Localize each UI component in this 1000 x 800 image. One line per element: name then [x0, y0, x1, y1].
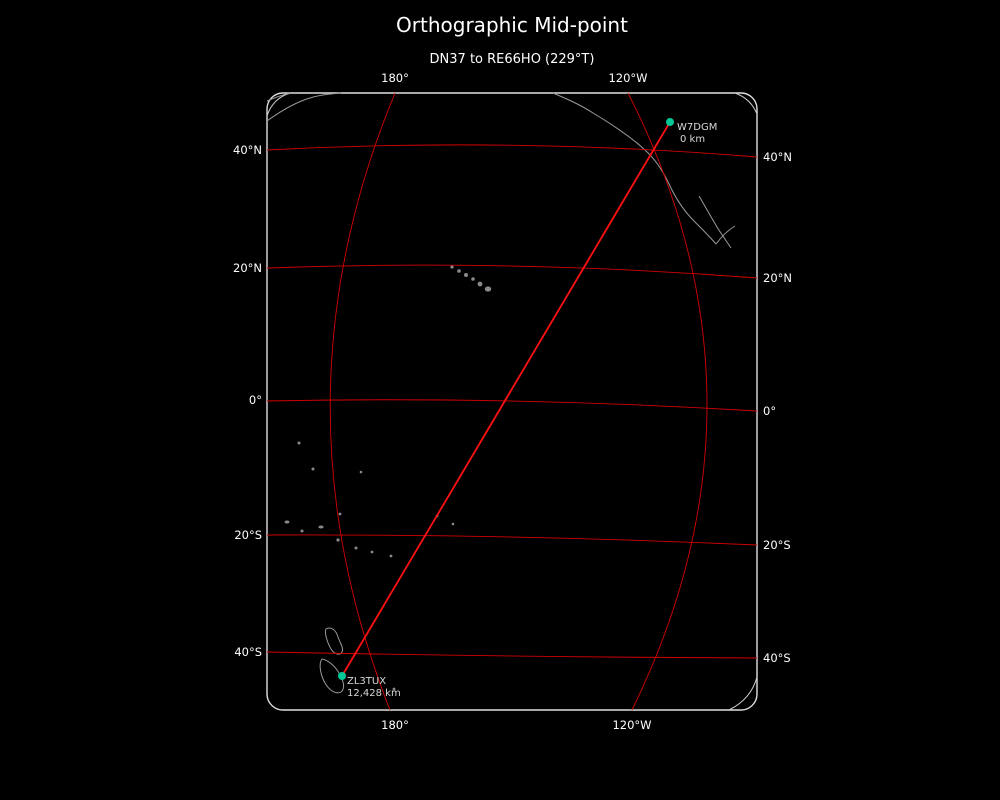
station-zl3tux: ZL3TUX 12,428 km: [338, 672, 401, 699]
meridian-120w: [627, 92, 708, 711]
tick-right-20n: 20°N: [763, 271, 792, 285]
coast-asia-2: [266, 92, 291, 102]
coast-nz-north-island: [325, 627, 343, 655]
page-subtitle: DN37 to RE66HO (229°T): [429, 52, 595, 67]
tick-right-0: 0°: [763, 404, 777, 418]
station-marker-w7dgm: [666, 118, 674, 126]
coast-pacific-islands: [284, 441, 455, 691]
page-title: Orthographic Mid-point: [396, 13, 628, 37]
tick-top-180: 180°: [381, 71, 409, 85]
coast-nz-south-island: [319, 658, 345, 694]
tick-left-20s: 20°S: [234, 528, 262, 542]
coastlines: [266, 92, 736, 694]
coast-asia: [266, 92, 342, 122]
great-circle-path: [341, 121, 671, 677]
parallel-40n: [266, 144, 758, 158]
tick-bottom-120w: 120°W: [612, 718, 652, 732]
map-frame: [266, 92, 758, 711]
parallel-40s: [266, 651, 758, 659]
parallel-0: [266, 399, 758, 412]
tick-left-20n: 20°N: [233, 261, 262, 275]
coast-baja: [698, 195, 732, 249]
station-distance-zl3tux: 12,428 km: [347, 688, 401, 699]
station-marker-zl3tux: [338, 672, 346, 680]
parallel-20n: [266, 264, 758, 279]
tick-bottom-180: 180°: [381, 718, 409, 732]
station-name-w7dgm: W7DGM: [677, 122, 717, 133]
meridian-180: [329, 92, 396, 711]
tick-left-0: 0°: [248, 393, 262, 407]
tick-top-120w: 120°W: [608, 71, 648, 85]
coast-mexico: [715, 225, 736, 245]
station-distance-w7dgm: 0 km: [680, 134, 705, 145]
tick-right-40n: 40°N: [763, 150, 792, 164]
tick-right-20s: 20°S: [763, 538, 791, 552]
parallel-20s: [266, 534, 758, 546]
coast-hawaii: [450, 265, 492, 292]
station-name-zl3tux: ZL3TUX: [347, 676, 386, 687]
tick-left-40n: 40°N: [233, 143, 262, 157]
coast-north-america: [552, 92, 717, 245]
tick-right-40s: 40°S: [763, 651, 791, 665]
tick-left-40s: 40°S: [234, 645, 262, 659]
graticule: [266, 92, 758, 711]
station-w7dgm: W7DGM 0 km: [666, 118, 717, 145]
